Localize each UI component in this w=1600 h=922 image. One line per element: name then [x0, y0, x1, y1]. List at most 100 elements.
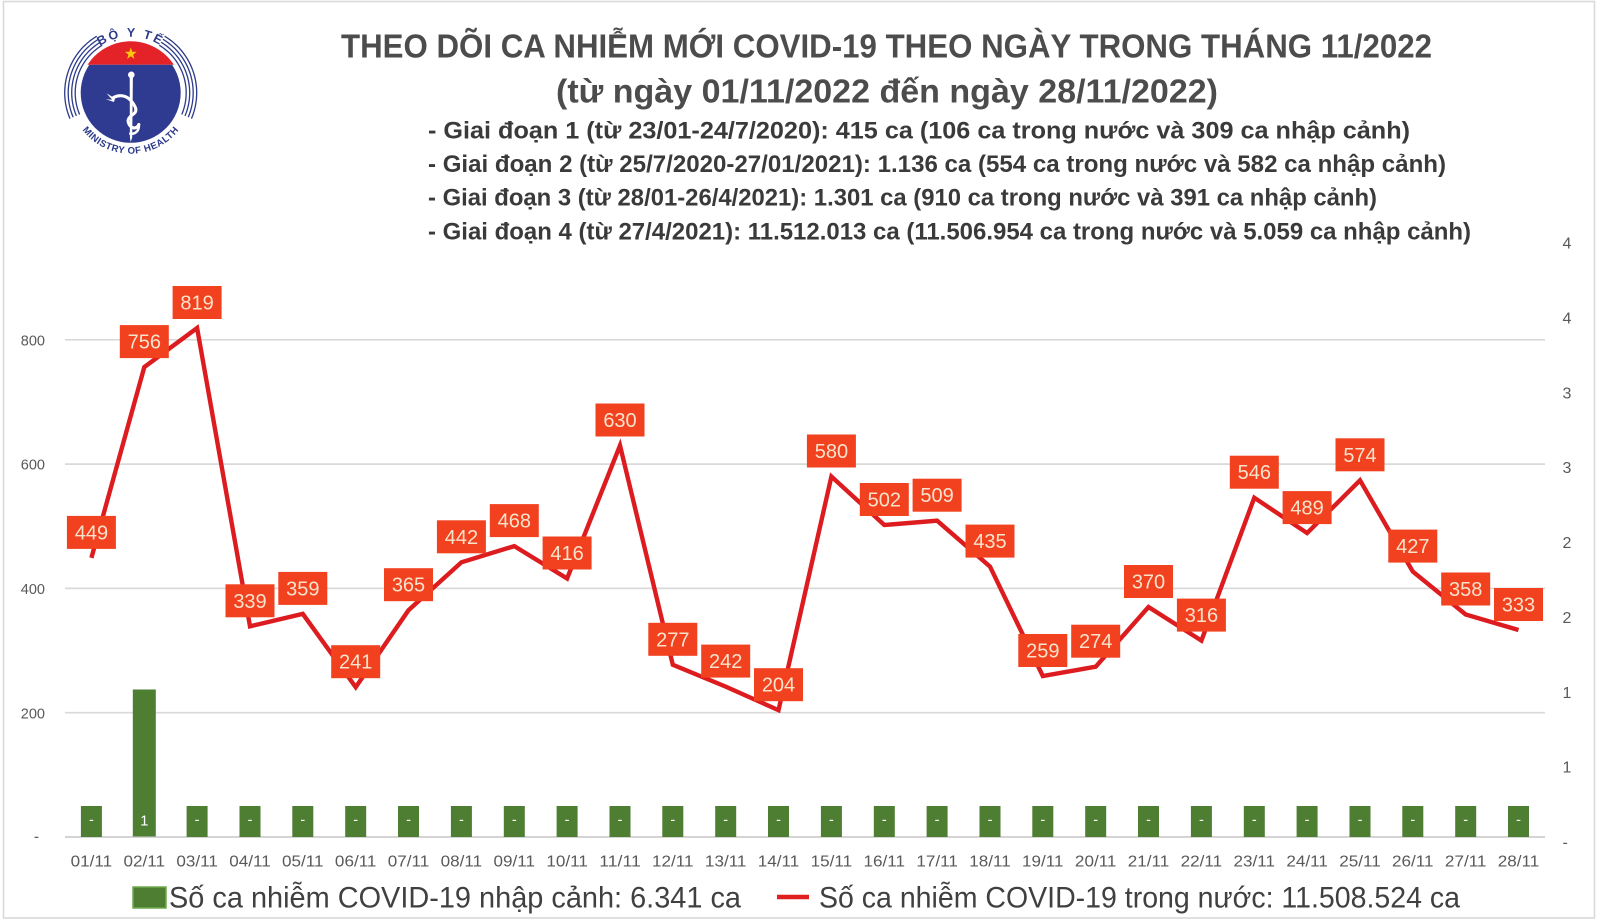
svg-text:819: 819: [180, 293, 213, 315]
svg-text:359: 359: [286, 578, 319, 600]
svg-text:(từ ngày 01/11/2022 đến ngày 2: (từ ngày 01/11/2022 đến ngày 28/11/2022): [556, 73, 1218, 110]
svg-text:574: 574: [1343, 445, 1376, 467]
svg-text:2: 2: [1563, 535, 1572, 552]
svg-text:02/11: 02/11: [124, 854, 166, 871]
svg-text:-: -: [1093, 813, 1098, 829]
svg-text:365: 365: [392, 575, 425, 597]
svg-text:449: 449: [75, 522, 108, 544]
svg-text:14/11: 14/11: [758, 854, 800, 871]
svg-text:-: -: [459, 813, 464, 829]
svg-text:502: 502: [868, 490, 901, 512]
svg-text:12/11: 12/11: [652, 854, 694, 871]
svg-text:800: 800: [21, 333, 45, 349]
svg-text:400: 400: [21, 582, 45, 598]
svg-text:21/11: 21/11: [1128, 854, 1170, 871]
svg-text:-: -: [618, 813, 623, 829]
svg-text:4: 4: [1563, 236, 1572, 253]
svg-text:-: -: [670, 813, 675, 829]
svg-text:-: -: [89, 813, 94, 829]
svg-text:13/11: 13/11: [705, 854, 747, 871]
svg-text:- Giai đoạn 1 (từ 23/01-24/7/2: - Giai đoạn 1 (từ 23/01-24/7/2020): 415 …: [428, 118, 1410, 145]
svg-text:1: 1: [1563, 685, 1572, 702]
svg-text:05/11: 05/11: [282, 854, 324, 871]
svg-text:23/11: 23/11: [1234, 854, 1276, 871]
svg-text:27/11: 27/11: [1445, 854, 1487, 871]
svg-text:07/11: 07/11: [388, 854, 430, 871]
svg-text:274: 274: [1079, 631, 1112, 653]
svg-text:-: -: [1305, 813, 1310, 829]
svg-text:17/11: 17/11: [916, 854, 958, 871]
svg-text:-: -: [248, 813, 253, 829]
svg-text:600: 600: [21, 458, 45, 474]
svg-text:24/11: 24/11: [1286, 854, 1328, 871]
svg-text:3: 3: [1563, 460, 1572, 477]
svg-text:4: 4: [1563, 311, 1572, 328]
svg-text:06/11: 06/11: [335, 854, 377, 871]
svg-text:-: -: [988, 813, 993, 829]
svg-text:-: -: [1463, 813, 1468, 829]
svg-text:-: -: [565, 813, 570, 829]
svg-text:-: -: [1410, 813, 1415, 829]
svg-text:316: 316: [1185, 605, 1218, 627]
svg-text:15/11: 15/11: [811, 854, 853, 871]
svg-text:-: -: [935, 813, 940, 829]
svg-text:241: 241: [339, 652, 372, 674]
svg-text:468: 468: [498, 511, 531, 533]
svg-text:580: 580: [815, 441, 848, 463]
svg-text:-: -: [406, 813, 411, 829]
svg-text:10/11: 10/11: [546, 854, 588, 871]
svg-text:-: -: [1199, 813, 1204, 829]
svg-text:- Giai đoạn 2 (từ 25/7/2020-27: - Giai đoạn 2 (từ 25/7/2020-27/01/2021):…: [428, 151, 1446, 178]
svg-text:19/11: 19/11: [1022, 854, 1064, 871]
svg-text:-: -: [1252, 813, 1257, 829]
svg-text:-: -: [353, 813, 358, 829]
svg-text:427: 427: [1396, 536, 1429, 558]
svg-text:Số ca nhiễm COVID-19 trong nướ: Số ca nhiễm COVID-19 trong nước: 11.508.…: [819, 882, 1460, 915]
svg-text:-: -: [300, 813, 305, 829]
svg-text:242: 242: [709, 651, 742, 673]
svg-text:630: 630: [603, 410, 636, 432]
svg-text:18/11: 18/11: [969, 854, 1011, 871]
svg-text:-: -: [512, 813, 517, 829]
svg-text:03/11: 03/11: [176, 854, 218, 871]
svg-text:25/11: 25/11: [1339, 854, 1381, 871]
svg-text:- Giai đoạn 3 (từ 28/01-26/4/2: - Giai đoạn 3 (từ 28/01-26/4/2021): 1.30…: [428, 185, 1377, 212]
svg-text:-: -: [1040, 813, 1045, 829]
svg-text:358: 358: [1449, 579, 1482, 601]
svg-text:-: -: [34, 829, 39, 846]
svg-text:04/11: 04/11: [229, 854, 271, 871]
svg-text:-: -: [195, 813, 200, 829]
svg-text:Số ca nhiễm COVID-19 nhập cảnh: Số ca nhiễm COVID-19 nhập cảnh: 6.341 ca: [169, 882, 741, 915]
svg-text:546: 546: [1238, 462, 1271, 484]
svg-text:-: -: [1516, 813, 1521, 829]
svg-text:1: 1: [140, 814, 148, 830]
svg-text:- Giai đoạn 4 (từ 27/4/2021):: - Giai đoạn 4 (từ 27/4/2021): 11.512.013…: [428, 218, 1471, 245]
svg-text:01/11: 01/11: [71, 854, 113, 871]
svg-text:-: -: [1358, 813, 1363, 829]
svg-text:20/11: 20/11: [1075, 854, 1117, 871]
svg-text:THEO DÕI CA NHIỄM MỚI COVID-19: THEO DÕI CA NHIỄM MỚI COVID-19 THEO NGÀY…: [341, 28, 1432, 65]
svg-text:3: 3: [1563, 385, 1572, 402]
svg-text:-: -: [829, 813, 834, 829]
svg-text:416: 416: [550, 543, 583, 565]
svg-text:756: 756: [128, 332, 161, 354]
svg-text:277: 277: [656, 629, 689, 651]
svg-text:489: 489: [1290, 498, 1323, 520]
svg-text:435: 435: [973, 531, 1006, 553]
svg-text:370: 370: [1132, 572, 1165, 594]
svg-text:08/11: 08/11: [441, 854, 483, 871]
svg-text:333: 333: [1502, 595, 1535, 617]
svg-text:11/11: 11/11: [599, 854, 641, 871]
svg-text:-: -: [882, 813, 887, 829]
svg-text:1: 1: [1563, 760, 1572, 777]
svg-text:442: 442: [445, 527, 478, 549]
svg-text:2: 2: [1563, 610, 1572, 627]
svg-text:16/11: 16/11: [864, 854, 906, 871]
svg-text:22/11: 22/11: [1181, 854, 1223, 871]
svg-text:259: 259: [1026, 641, 1059, 663]
svg-text:-: -: [1563, 835, 1568, 852]
svg-text:-: -: [776, 813, 781, 829]
svg-text:339: 339: [233, 591, 266, 613]
svg-text:28/11: 28/11: [1498, 854, 1540, 871]
svg-text:-: -: [723, 813, 728, 829]
